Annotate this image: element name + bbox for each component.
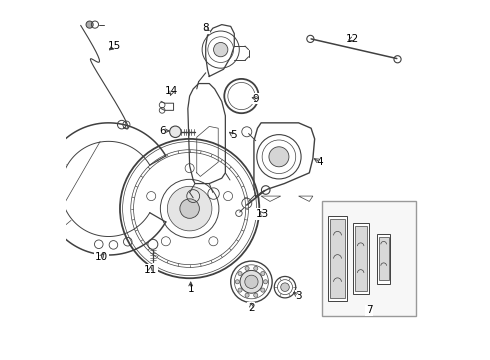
Text: 2: 2: [248, 302, 255, 312]
Circle shape: [281, 283, 289, 292]
Bar: [322, 202, 416, 316]
Text: 15: 15: [108, 41, 121, 51]
Text: 14: 14: [165, 86, 178, 96]
Circle shape: [238, 271, 242, 276]
Text: 10: 10: [95, 252, 108, 262]
Circle shape: [86, 21, 93, 28]
Text: 9: 9: [252, 94, 259, 104]
Bar: [377, 234, 391, 284]
Text: 3: 3: [295, 291, 302, 301]
Circle shape: [235, 280, 240, 284]
Circle shape: [254, 266, 258, 270]
Text: 4: 4: [317, 157, 323, 167]
Circle shape: [168, 186, 212, 231]
Circle shape: [245, 266, 249, 270]
Text: 11: 11: [144, 265, 157, 275]
Circle shape: [170, 126, 181, 138]
Circle shape: [261, 271, 265, 276]
Text: 6: 6: [159, 126, 166, 136]
Circle shape: [245, 293, 249, 297]
Text: 12: 12: [345, 34, 359, 44]
Bar: [355, 226, 367, 291]
Bar: [379, 237, 389, 280]
Text: 5: 5: [230, 130, 237, 140]
Circle shape: [238, 288, 242, 292]
Circle shape: [214, 42, 228, 57]
Bar: [328, 216, 347, 301]
Bar: [353, 223, 369, 294]
Circle shape: [254, 293, 258, 297]
Bar: [330, 219, 344, 298]
Circle shape: [245, 275, 258, 288]
Circle shape: [261, 288, 265, 292]
Text: 1: 1: [187, 284, 194, 294]
Circle shape: [180, 199, 199, 218]
Text: 13: 13: [255, 209, 269, 219]
Text: 8: 8: [202, 23, 209, 33]
Circle shape: [269, 147, 289, 167]
Circle shape: [264, 280, 268, 284]
Circle shape: [240, 270, 263, 293]
Text: 7: 7: [366, 305, 372, 315]
